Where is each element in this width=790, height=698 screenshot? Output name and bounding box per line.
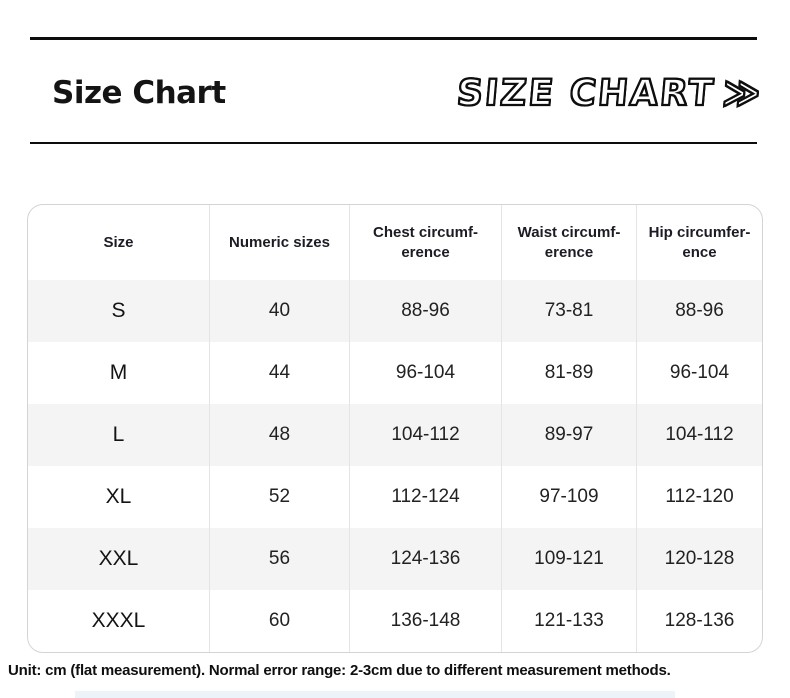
stylized-title-text: SIZE CHART bbox=[454, 72, 717, 115]
measurement-note: Unit: cm (flat measurement). Normal erro… bbox=[8, 662, 671, 679]
chest-range: 96-104 bbox=[350, 342, 502, 404]
table-row: S 40 88-96 73-81 88-96 bbox=[28, 280, 762, 342]
numeric-size: 52 bbox=[210, 466, 350, 528]
hip-range: 112-120 bbox=[665, 486, 734, 507]
numeric-size: 56 bbox=[210, 528, 350, 590]
page-title: Size Chart bbox=[52, 75, 226, 111]
table-row: XL 52 112-124 97-109 112-120 bbox=[28, 466, 762, 528]
size-label: XL bbox=[28, 466, 210, 528]
size-label: M bbox=[28, 342, 210, 404]
table-row: XXXL 60 136-148 121-133 128-136 bbox=[28, 590, 762, 652]
table-row: XXL 56 124-136 109-121 120-128 bbox=[28, 528, 762, 590]
hip-range: 96-104 bbox=[669, 362, 730, 383]
table-row: M 44 96-104 81-89 96-104 bbox=[28, 342, 762, 404]
stylized-size-chart-banner: SIZE CHART ≫ bbox=[454, 72, 763, 115]
numeric-size: 48 bbox=[210, 404, 350, 466]
column-header-chest: Chest circumf- erence bbox=[350, 205, 502, 280]
bottom-highlight-artifact bbox=[75, 691, 675, 698]
size-chart-table: Size Numeric sizes Chest circumf- erence… bbox=[27, 204, 763, 653]
table-row: L 48 104-112 89-97 104-112 bbox=[28, 404, 762, 466]
chest-range: 88-96 bbox=[350, 280, 502, 342]
header-underline bbox=[30, 142, 757, 144]
chest-range: 104-112 bbox=[350, 404, 502, 466]
hip-range: 88-96 bbox=[675, 300, 724, 321]
chest-range: 124-136 bbox=[350, 528, 502, 590]
waist-range: 109-121 bbox=[502, 528, 637, 590]
size-label: S bbox=[28, 280, 210, 342]
chest-range: 136-148 bbox=[350, 590, 502, 652]
waist-range: 81-89 bbox=[502, 342, 637, 404]
hip-range: 128-136 bbox=[664, 610, 735, 631]
top-divider bbox=[30, 37, 757, 40]
size-label: L bbox=[28, 404, 210, 466]
waist-range: 89-97 bbox=[502, 404, 637, 466]
column-header-hip: Hip circumfer- ence bbox=[648, 224, 751, 261]
column-header-size: Size bbox=[28, 205, 210, 280]
size-label: XXXL bbox=[28, 590, 210, 652]
size-label: XXL bbox=[28, 528, 210, 590]
numeric-size: 44 bbox=[210, 342, 350, 404]
hip-range: 104-112 bbox=[665, 424, 734, 445]
waist-range: 97-109 bbox=[502, 466, 637, 528]
numeric-size: 40 bbox=[210, 280, 350, 342]
waist-range: 121-133 bbox=[502, 590, 637, 652]
numeric-size: 60 bbox=[210, 590, 350, 652]
hip-range: 120-128 bbox=[664, 548, 735, 569]
column-header-numeric: Numeric sizes bbox=[210, 205, 350, 280]
table-header-row: Size Numeric sizes Chest circumf- erence… bbox=[28, 205, 762, 280]
column-header-waist: Waist circumf- erence bbox=[502, 205, 637, 280]
waist-range: 73-81 bbox=[502, 280, 637, 342]
double-chevron-icon: ≫ bbox=[719, 72, 762, 115]
chest-range: 112-124 bbox=[350, 466, 502, 528]
